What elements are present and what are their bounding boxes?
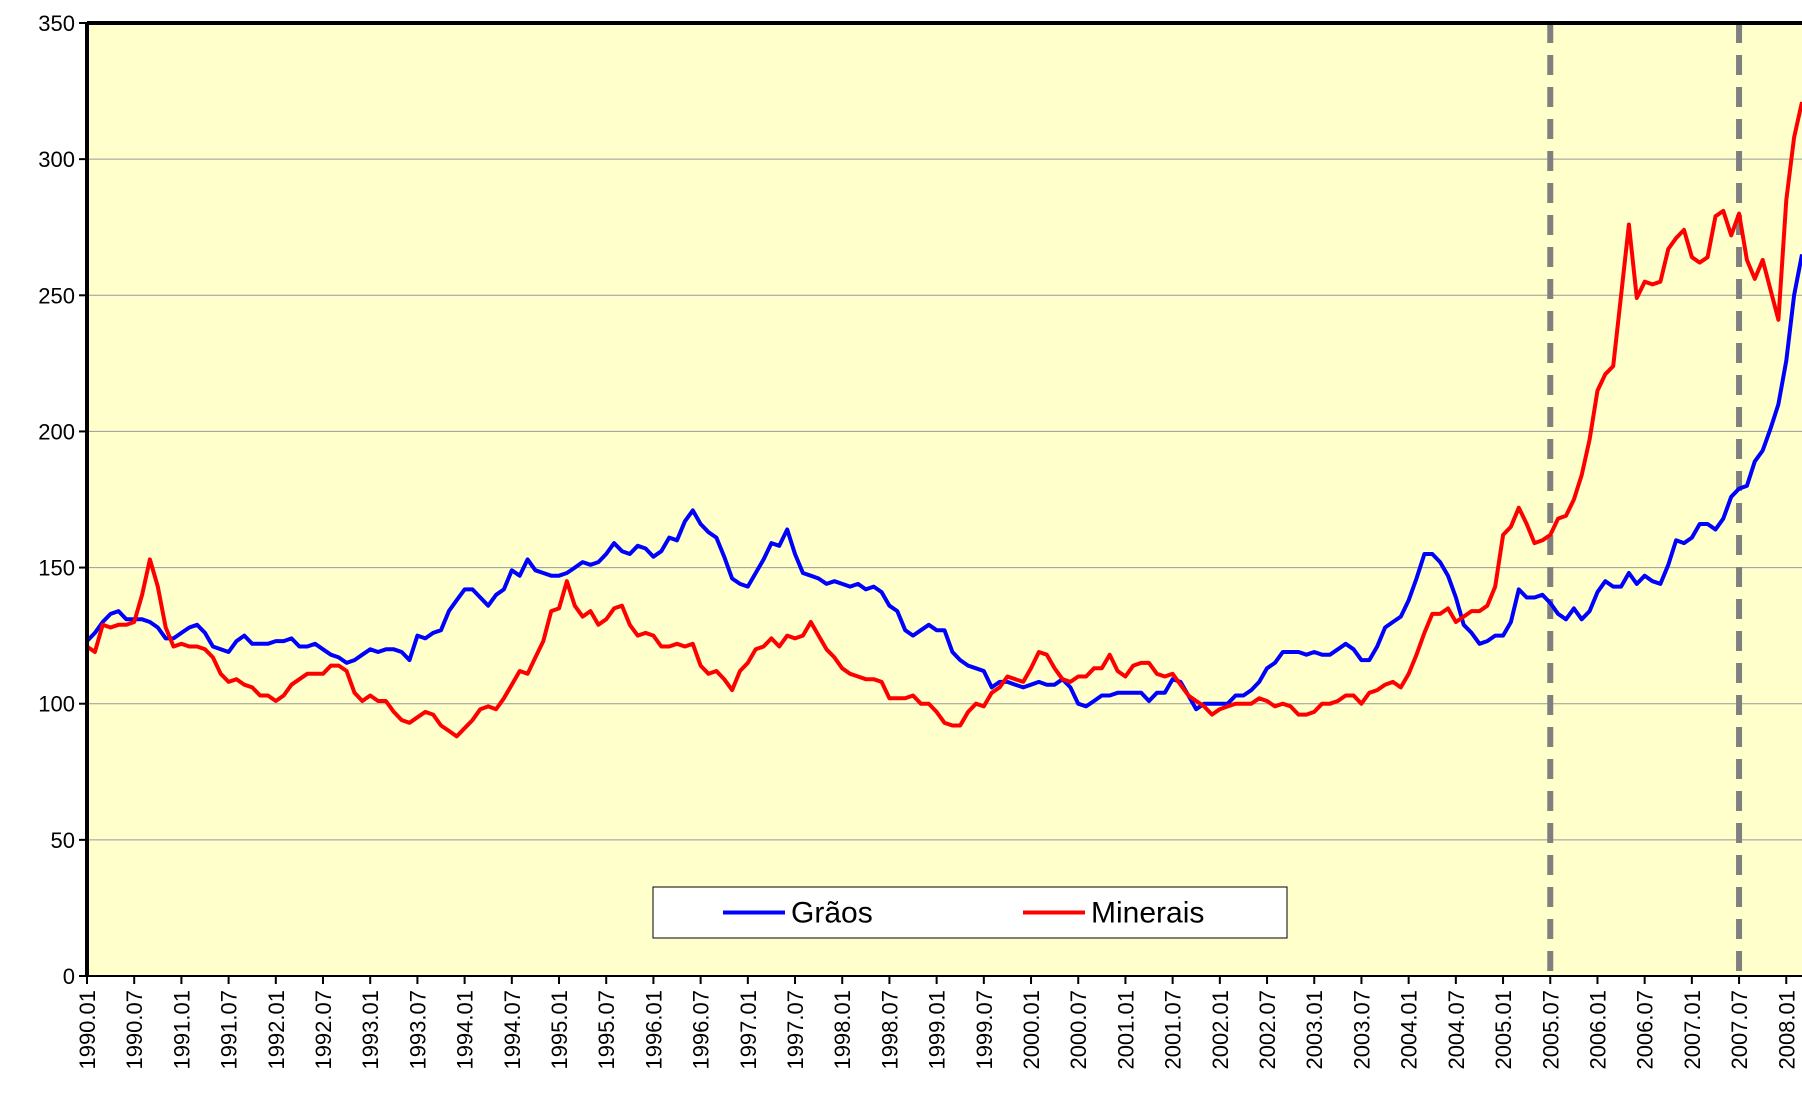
y-tick-label: 150 — [38, 556, 75, 581]
y-tick-label: 0 — [63, 964, 75, 989]
x-tick-label: 1997.07 — [783, 990, 808, 1070]
y-tick-label: 100 — [38, 692, 75, 717]
x-tick-label: 1993.07 — [405, 990, 430, 1070]
x-tick-label: 1998.01 — [830, 990, 855, 1070]
x-tick-label: 1990.07 — [122, 990, 147, 1070]
x-tick-label: 1999.01 — [925, 990, 950, 1070]
legend-label: Grãos — [791, 897, 873, 930]
x-tick-label: 1995.01 — [547, 990, 572, 1070]
x-tick-label: 2003.07 — [1349, 990, 1374, 1070]
y-tick-label: 250 — [38, 283, 75, 308]
x-tick-label: 1991.01 — [169, 990, 194, 1070]
x-tick-label: 2002.01 — [1208, 990, 1233, 1070]
x-tick-label: 2007.01 — [1680, 990, 1705, 1070]
x-tick-label: 2002.07 — [1255, 990, 1280, 1070]
x-tick-label: 1999.07 — [972, 990, 997, 1070]
y-tick-label: 50 — [51, 828, 75, 853]
x-tick-label: 2007.07 — [1727, 990, 1752, 1070]
data-line — [85, 101, 1802, 739]
legend-label: Minerais — [1091, 897, 1204, 930]
y-tick-label: 350 — [38, 11, 75, 36]
x-tick-label: 1992.07 — [311, 990, 336, 1070]
x-tick-label: 1996.01 — [641, 990, 666, 1070]
x-tick-label: 2004.07 — [1444, 990, 1469, 1070]
x-tick-label: 1991.07 — [217, 990, 242, 1070]
y-tick-label: 300 — [38, 147, 75, 172]
x-tick-label: 1994.07 — [500, 990, 525, 1070]
x-tick-label: 1995.07 — [594, 990, 619, 1070]
data-line — [85, 254, 1802, 712]
x-tick-label: 1997.01 — [736, 990, 761, 1070]
x-tick-label: 2001.01 — [1113, 990, 1138, 1070]
x-tick-label: 2001.07 — [1161, 990, 1186, 1070]
plot-area — [87, 23, 1802, 976]
x-tick-label: 2006.01 — [1585, 990, 1610, 1070]
x-tick-label: 2000.07 — [1066, 990, 1091, 1070]
x-tick-label: 2008.01 — [1774, 990, 1799, 1070]
x-tick-label: 1990.01 — [75, 990, 100, 1070]
x-tick-label: 2000.01 — [1019, 990, 1044, 1070]
x-tick-label: 1996.07 — [689, 990, 714, 1070]
x-tick-label: 2005.07 — [1538, 990, 1563, 1070]
x-tick-label: 2004.01 — [1397, 990, 1422, 1070]
x-tick-label: 1994.01 — [453, 990, 478, 1070]
x-tick-label: 1993.01 — [358, 990, 383, 1070]
x-tick-label: 1992.01 — [264, 990, 289, 1070]
x-tick-label: 2003.01 — [1302, 990, 1327, 1070]
x-tick-label: 2006.07 — [1633, 990, 1658, 1070]
y-tick-label: 200 — [38, 419, 75, 444]
x-tick-label: 1998.07 — [877, 990, 902, 1070]
x-tick-label: 2005.01 — [1491, 990, 1516, 1070]
